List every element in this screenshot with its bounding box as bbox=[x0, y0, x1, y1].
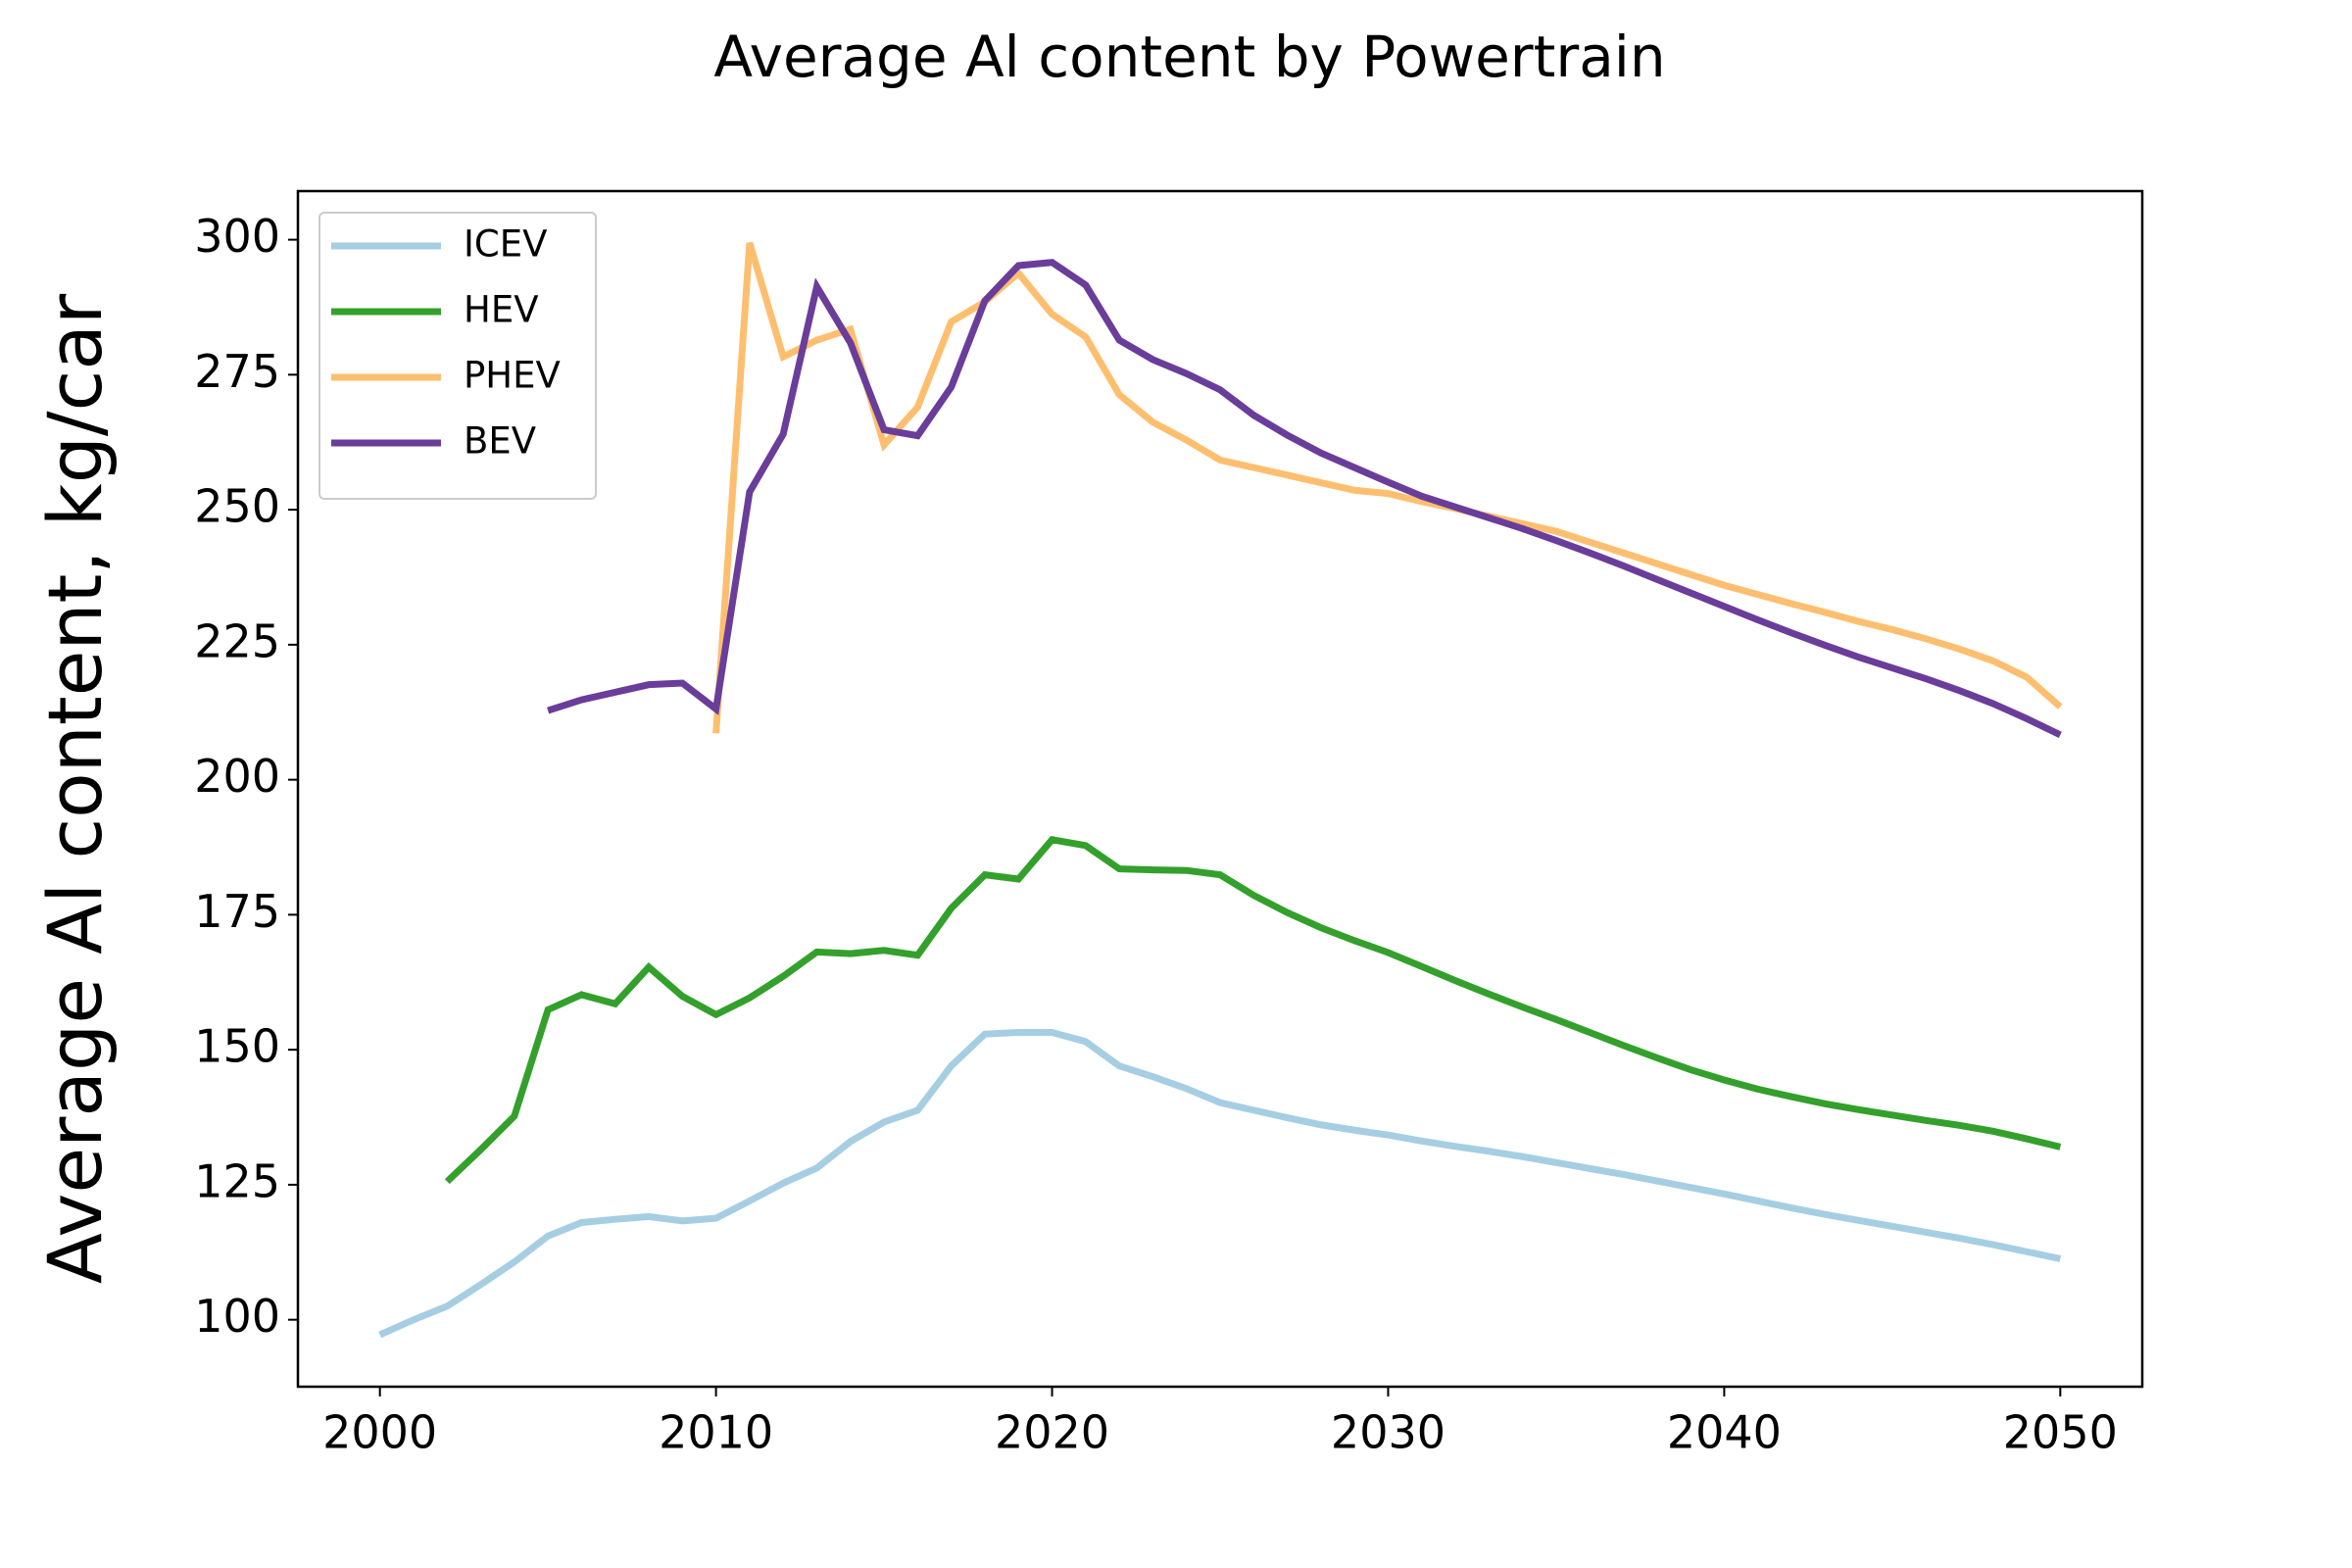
series-line bbox=[444, 836, 2062, 1185]
legend-label: BEV bbox=[464, 420, 536, 463]
y-tick-label: 275 bbox=[194, 345, 280, 398]
x-tick-label: 2020 bbox=[995, 1406, 1109, 1459]
x-tick-label: 2010 bbox=[659, 1406, 773, 1459]
series-line bbox=[547, 259, 2062, 739]
legend-box bbox=[318, 212, 597, 500]
y-tick-label: 150 bbox=[194, 1020, 280, 1073]
chart-title: Average Al content by Powertrain bbox=[713, 24, 1665, 90]
legend-label: HEV bbox=[464, 289, 539, 331]
y-tick-label: 200 bbox=[194, 750, 280, 803]
series-line bbox=[712, 241, 2063, 734]
x-tick-label: 2040 bbox=[1667, 1406, 1782, 1459]
legend-label: ICEV bbox=[464, 223, 547, 266]
plot-frame bbox=[296, 189, 2144, 1389]
x-tick-label: 2000 bbox=[322, 1406, 437, 1459]
legend-label: PHEV bbox=[464, 355, 561, 397]
y-tick-label: 250 bbox=[194, 480, 280, 533]
y-tick-label: 225 bbox=[194, 614, 280, 667]
x-tick-label: 2030 bbox=[1331, 1406, 1446, 1459]
x-tick-label: 2050 bbox=[2003, 1406, 2118, 1459]
y-tick-label: 300 bbox=[194, 210, 280, 263]
y-tick-label: 100 bbox=[194, 1290, 280, 1343]
y-tick-label: 125 bbox=[194, 1154, 280, 1207]
series-line bbox=[378, 1029, 2062, 1339]
y-tick-label: 175 bbox=[194, 885, 280, 938]
y-axis-label: Average Al content, kg/car bbox=[31, 293, 119, 1284]
